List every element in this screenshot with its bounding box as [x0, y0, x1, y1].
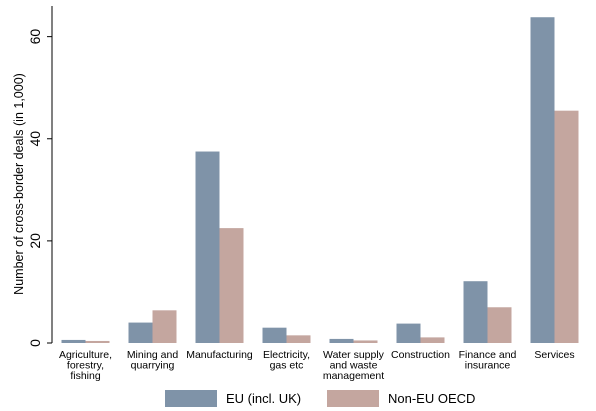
legend-swatch	[165, 390, 217, 407]
x-category-label-line: insurance	[465, 360, 511, 372]
bar-non-eu-oecd	[487, 307, 512, 343]
x-category-label-line: forestry,	[67, 360, 104, 372]
x-category-label-line: Agriculture,	[59, 349, 112, 361]
x-category-label: Mining and quarrying	[127, 349, 179, 372]
axes: 0 20 40 60 Agriculture, forestry, fishing Minin…	[27, 6, 575, 382]
y-tick-label: 20	[27, 233, 43, 249]
plot-area	[61, 17, 579, 343]
x-category-label-line: Manufacturing	[186, 349, 253, 361]
bar-eu	[329, 338, 354, 343]
bar-eu	[530, 17, 555, 343]
x-category-label: Electricity, gas etc	[263, 349, 310, 372]
bar-eu	[128, 322, 153, 343]
bar-eu	[463, 281, 488, 343]
x-category-label: Construction	[391, 349, 450, 361]
bar-non-eu-oecd	[286, 335, 311, 343]
y-axis-title: Number of cross-border deals (in 1,000)	[12, 73, 26, 295]
x-category-label-line: fishing	[70, 370, 101, 382]
x-category-label-line: Construction	[391, 349, 450, 361]
bar-eu	[262, 327, 287, 343]
x-category-label: Finance and insurance	[459, 349, 517, 372]
x-category-label-line: Mining and	[127, 349, 179, 361]
y-tick-label: 0	[27, 339, 43, 347]
bar-non-eu-oecd	[353, 340, 378, 343]
y-tick-label: 60	[27, 29, 43, 45]
x-category-label-line: gas etc	[270, 360, 304, 372]
x-category-label-line: management	[323, 370, 384, 382]
bar-eu	[61, 339, 86, 343]
bar-non-eu-oecd	[420, 337, 445, 343]
legend-label: Non-EU OECD	[388, 391, 475, 406]
x-category-label-line: quarrying	[131, 360, 175, 372]
x-category-label-line: Services	[534, 349, 574, 361]
x-category-label: Water supply and waste management	[323, 349, 385, 382]
x-category-label-line: and waste	[330, 360, 378, 372]
x-category-label-line: Finance and	[459, 349, 517, 361]
x-category-label: Services	[534, 349, 574, 361]
x-category-label: Agriculture, forestry, fishing	[59, 349, 112, 382]
bar-eu	[396, 323, 421, 343]
legend: EU (incl. UK) Non-EU OECD	[165, 390, 475, 407]
x-category-label: Manufacturing	[186, 349, 253, 361]
bar-non-eu-oecd	[554, 110, 579, 343]
x-category-label-line: Water supply	[323, 349, 385, 361]
bar-non-eu-oecd	[152, 310, 177, 343]
bar-non-eu-oecd	[85, 340, 110, 343]
bar-eu	[195, 151, 220, 343]
legend-swatch	[327, 390, 379, 407]
legend-label: EU (incl. UK)	[226, 391, 301, 406]
x-category-label-line: Electricity,	[263, 349, 310, 361]
y-tick-label: 40	[27, 131, 43, 147]
bar-non-eu-oecd	[219, 228, 244, 343]
